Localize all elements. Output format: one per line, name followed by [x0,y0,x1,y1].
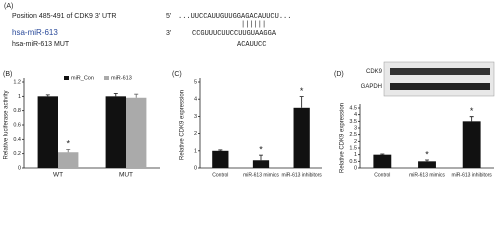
error-bar [45,94,50,97]
y-tick-label: 0.5 [349,159,357,165]
bar [373,154,392,168]
y-tick-label: 0.2 [13,151,21,157]
y-tick-label: 0.6 [13,122,21,128]
five-prime: 5' [166,13,171,20]
y-tick-label: 0 [18,165,21,171]
bar [252,160,270,168]
y-tick-label: 3 [194,114,197,120]
blot-label: GAPDH [361,84,382,90]
bar [293,107,310,168]
bar [58,152,79,168]
error-bar [113,93,118,97]
legend-label: miR-613 [111,75,132,81]
error-bar [469,116,474,122]
panel-a: (A) Position 485-491 of CDK9 3' UTR 5' .… [4,3,291,49]
y-axis-label: Relative luciferase activity [4,90,10,159]
pairing: |||||| [241,21,266,29]
error-bar [134,93,139,98]
y-tick-label: 0.8 [13,108,21,114]
y-tick-label: 0 [194,165,197,171]
position-label: Position 485-491 of CDK9 3' UTR [12,13,116,20]
significance: * [259,144,263,154]
significance: * [470,106,474,116]
panel-label: (A) [4,3,13,10]
error-bar [299,96,304,108]
y-tick-label: 1 [18,94,21,100]
x-tick-label: miR-613 mimics [409,172,445,178]
y-tick-label: 1.5 [349,145,357,151]
error-bar [259,154,263,161]
panel-label: (D) [334,71,344,78]
bar [418,161,436,168]
x-tick-label: miR-613 inhibitors [282,172,323,178]
blot [383,61,495,97]
blot-label: CDK9 [366,69,383,75]
error-bar [380,153,385,155]
y-axis-label: Relative CDK9 expression [180,90,186,160]
bar [105,96,126,168]
blot-band [390,68,490,75]
figure: (A) Position 485-491 of CDK9 3' UTR 5' .… [3,3,495,179]
y-tick-label: 2 [354,139,357,145]
mirna-seq: CCGUUUCUUCCUUGUAAGGA [192,30,277,38]
bar [212,150,229,168]
target-seq: ...UUCCAUUGUUGGAGACAUUCU... [178,13,291,21]
blot-frame [383,61,495,97]
significance: * [300,86,304,96]
x-tick-label: WT [53,172,63,179]
three-prime: 3' [166,30,171,37]
y-tick-label: 0.4 [13,137,21,143]
mirna-label: hsa-miR-613 [12,28,58,37]
y-axis-label: Relative CDK9 expression [340,103,346,173]
bar [37,96,58,168]
y-tick-label: 4 [194,97,197,103]
y-tick-label: 3.5 [349,119,357,125]
panel-label: (C) [172,71,182,78]
mut-label: hsa-miR-613 MUT [12,41,70,48]
y-tick-label: 3 [354,125,357,131]
y-tick-label: 2 [194,131,197,137]
legend-swatch [104,76,109,80]
panel-label: (B) [3,71,12,78]
y-tick-label: 0 [354,165,357,171]
y-tick-label: 2.5 [349,132,357,138]
mut-seq: ACAUUCC [237,41,266,49]
significance: * [66,139,70,149]
x-tick-label: Control [374,172,390,178]
significance: * [425,149,429,159]
error-bar [218,149,223,151]
error-bar [425,159,429,162]
y-tick-label: 5 [194,79,197,85]
y-tick-label: 4 [354,112,357,118]
bar [462,121,481,168]
legend-label: miR_Con [71,75,94,81]
x-tick-label: miR-613 mimics [243,172,279,178]
x-tick-label: MUT [119,172,133,179]
y-tick-label: 1.2 [13,79,21,85]
blot-band [390,83,490,90]
x-tick-label: Control [212,172,228,178]
bar [126,97,147,168]
x-tick-label: miR-613 inhibitors [452,172,493,178]
y-tick-label: 4.5 [349,105,357,111]
error-bar [66,148,71,153]
legend-swatch [64,76,69,80]
y-tick-label: 1 [194,148,197,154]
y-tick-label: 1 [354,152,357,158]
